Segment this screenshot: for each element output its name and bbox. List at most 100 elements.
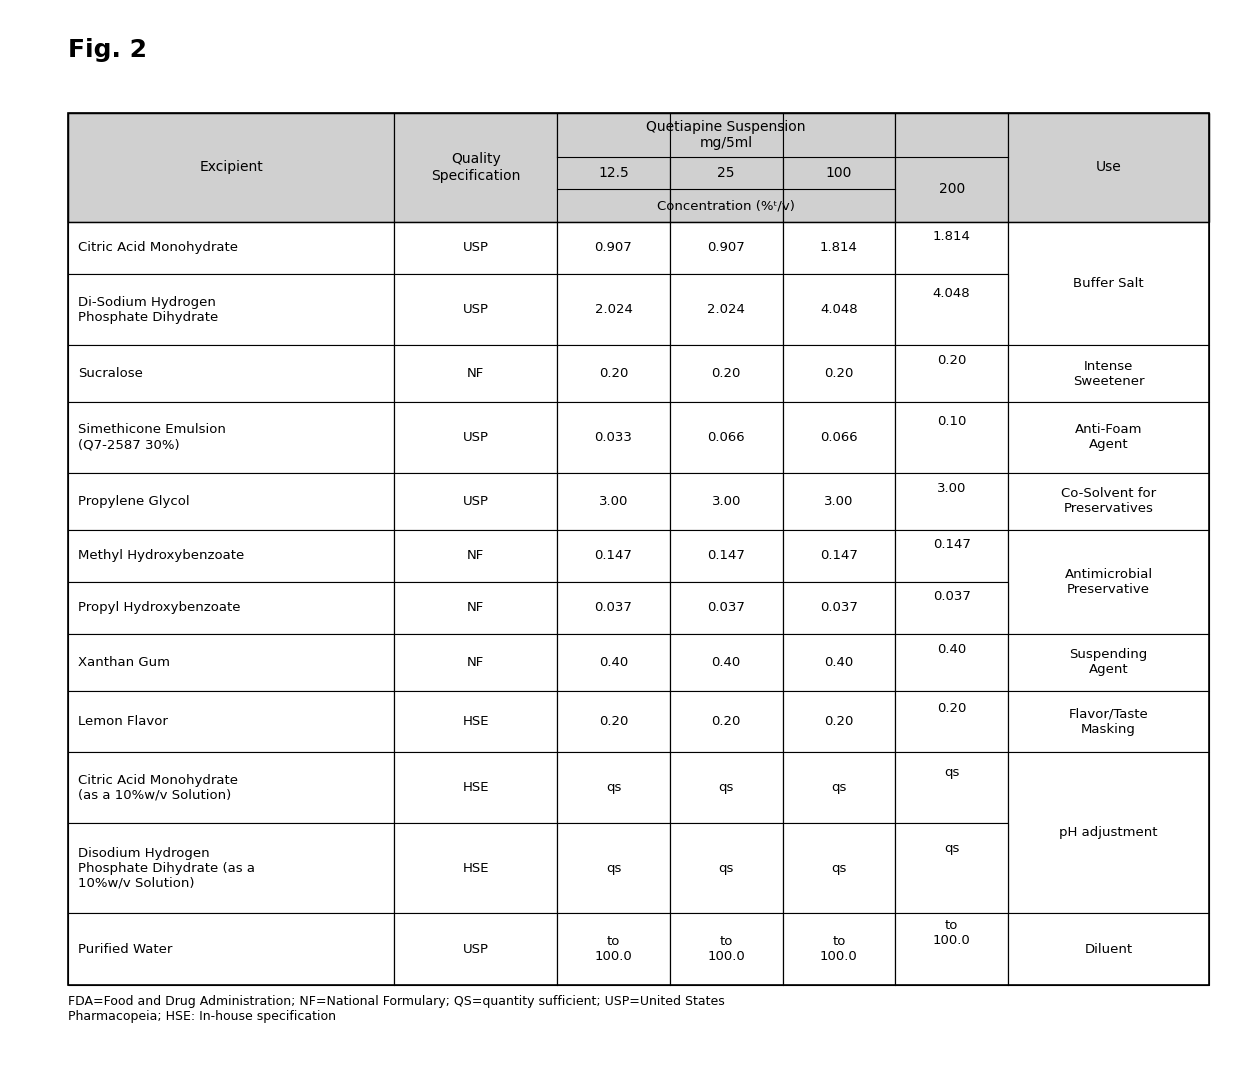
Bar [557, 402, 670, 473]
Bar [68, 529, 394, 582]
Text: NF: NF [467, 367, 485, 380]
Text: 0.147: 0.147 [594, 550, 632, 563]
Text: Diluent: Diluent [1085, 943, 1132, 955]
Text: 12.5: 12.5 [598, 166, 629, 180]
Text: Antimicrobial
Preservative: Antimicrobial Preservative [1064, 568, 1152, 596]
Text: 3.00: 3.00 [937, 482, 966, 495]
Text: 0.20: 0.20 [937, 354, 966, 368]
Bar [670, 582, 782, 634]
Text: Di-Sodium Hydrogen
Phosphate Dihydrate: Di-Sodium Hydrogen Phosphate Dihydrate [78, 296, 218, 324]
Bar [1008, 222, 1209, 345]
Text: qs: qs [831, 781, 847, 794]
Text: USP: USP [463, 495, 489, 508]
Bar [895, 402, 1008, 473]
Text: Citric Acid Monohydrate: Citric Acid Monohydrate [78, 241, 238, 255]
Bar [557, 752, 670, 823]
Bar [670, 473, 782, 529]
Bar [68, 582, 394, 634]
Bar [1008, 473, 1209, 529]
Bar [782, 823, 895, 914]
Text: Lemon Flavor: Lemon Flavor [78, 716, 167, 728]
Text: 3.00: 3.00 [825, 495, 853, 508]
Text: Flavor/Taste
Masking: Flavor/Taste Masking [1069, 708, 1148, 736]
Bar [68, 274, 394, 345]
Bar [895, 473, 1008, 529]
Text: 0.20: 0.20 [825, 716, 853, 728]
Text: 2.024: 2.024 [707, 303, 745, 316]
Text: Anti-Foam
Agent: Anti-Foam Agent [1075, 424, 1142, 452]
Text: 0.037: 0.037 [594, 601, 632, 614]
Text: 0.066: 0.066 [707, 431, 745, 444]
Text: 0.147: 0.147 [820, 550, 858, 563]
Bar [68, 752, 394, 823]
Bar [782, 113, 895, 222]
Bar [782, 529, 895, 582]
Text: 0.033: 0.033 [594, 431, 632, 444]
Text: Xanthan Gum: Xanthan Gum [78, 656, 170, 669]
Bar [557, 914, 670, 985]
Text: 0.20: 0.20 [825, 367, 853, 380]
Bar [895, 752, 1008, 823]
Bar [394, 823, 557, 914]
Bar [394, 914, 557, 985]
Bar [394, 634, 557, 691]
Bar [394, 473, 557, 529]
Bar [782, 691, 895, 752]
Bar [68, 113, 1209, 985]
Bar [782, 634, 895, 691]
Bar [782, 752, 895, 823]
Bar [670, 345, 782, 402]
Bar [895, 823, 1008, 914]
Text: pH adjustment: pH adjustment [1059, 826, 1158, 839]
Text: Suspending
Agent: Suspending Agent [1069, 649, 1148, 677]
Text: FDA=Food and Drug Administration; NF=National Formulary; QS=quantity sufficient;: FDA=Food and Drug Administration; NF=Nat… [68, 995, 725, 1023]
Bar [895, 345, 1008, 402]
Text: to
100.0: to 100.0 [932, 919, 971, 947]
Bar [1008, 634, 1209, 691]
Bar [557, 691, 670, 752]
Bar [394, 752, 557, 823]
Bar [68, 113, 1209, 222]
Text: 3.00: 3.00 [599, 495, 629, 508]
Bar [895, 113, 1008, 222]
Text: 0.40: 0.40 [825, 656, 853, 669]
Text: 0.20: 0.20 [599, 367, 629, 380]
Bar [895, 529, 1008, 582]
Bar [557, 823, 670, 914]
Bar [670, 113, 782, 222]
Bar [1008, 691, 1209, 752]
Bar [782, 402, 895, 473]
Text: NF: NF [467, 601, 485, 614]
Bar [394, 113, 557, 222]
Text: NF: NF [467, 550, 485, 563]
Bar [557, 274, 670, 345]
Text: Propylene Glycol: Propylene Glycol [78, 495, 190, 508]
Text: Propyl Hydroxybenzoate: Propyl Hydroxybenzoate [78, 601, 241, 614]
Bar [1008, 752, 1209, 914]
Bar [782, 222, 895, 274]
Bar [670, 274, 782, 345]
Text: NF: NF [467, 656, 485, 669]
Text: 200: 200 [939, 182, 965, 196]
Text: Excipient: Excipient [200, 160, 263, 174]
Text: USP: USP [463, 241, 489, 255]
Text: 0.037: 0.037 [820, 601, 858, 614]
Text: Disodium Hydrogen
Phosphate Dihydrate (as a
10%w/v Solution): Disodium Hydrogen Phosphate Dihydrate (a… [78, 847, 255, 890]
Text: 0.40: 0.40 [712, 656, 740, 669]
Text: Simethicone Emulsion
(Q7-2587 30%): Simethicone Emulsion (Q7-2587 30%) [78, 424, 226, 452]
Text: Methyl Hydroxybenzoate: Methyl Hydroxybenzoate [78, 550, 244, 563]
Text: Co-Solvent for
Preservatives: Co-Solvent for Preservatives [1061, 487, 1156, 515]
Text: 0.20: 0.20 [712, 716, 740, 728]
Bar [557, 529, 670, 582]
Bar [68, 113, 394, 222]
Bar [895, 582, 1008, 634]
Bar [557, 113, 670, 222]
Text: qs: qs [718, 781, 734, 794]
Bar [1008, 113, 1209, 222]
Text: 100: 100 [826, 166, 852, 180]
Text: Sucralose: Sucralose [78, 367, 143, 380]
Text: 25: 25 [718, 166, 735, 180]
Bar [670, 402, 782, 473]
Text: HSE: HSE [463, 862, 489, 875]
Text: USP: USP [463, 431, 489, 444]
